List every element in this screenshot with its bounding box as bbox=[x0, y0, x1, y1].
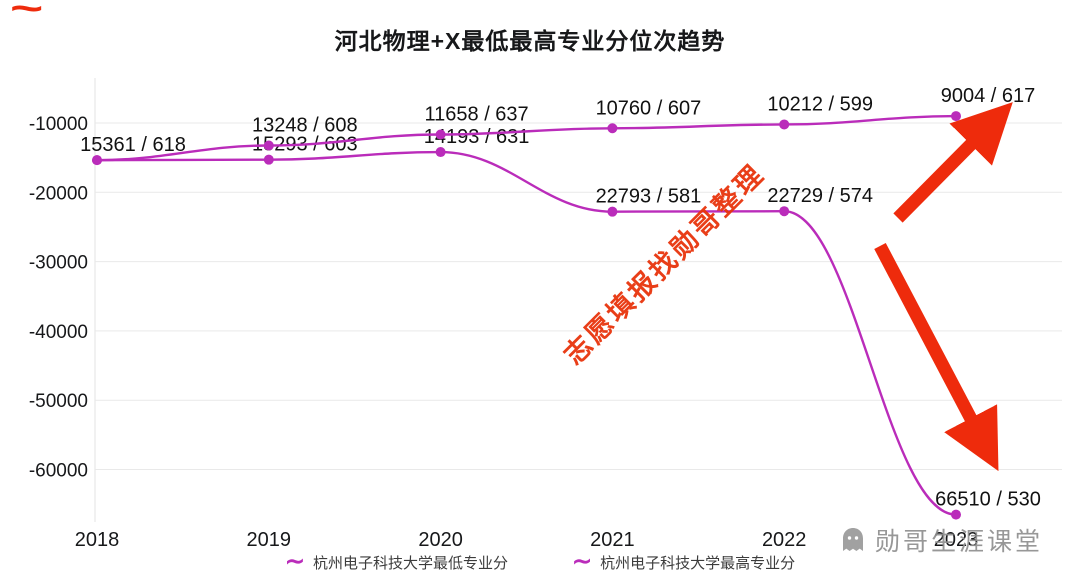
bottom-watermark-text: 勋哥生涯课堂 bbox=[875, 528, 1044, 556]
data-point bbox=[951, 111, 961, 122]
data-label: 15361 / 618 bbox=[80, 134, 186, 156]
bottom-right-watermark: 勋哥生涯课堂 bbox=[838, 522, 1043, 558]
trend-arrow bbox=[874, 242, 999, 472]
data-point bbox=[435, 129, 446, 140]
x-tick-label: 2023 bbox=[934, 529, 979, 551]
y-tick-label: -20000 bbox=[29, 183, 88, 204]
x-tick-label: 2019 bbox=[247, 529, 292, 551]
series-line bbox=[96, 114, 957, 162]
data-point bbox=[435, 147, 446, 158]
corner-squiggle-mark: ~ bbox=[10, 0, 44, 30]
data-label: 22793 / 581 bbox=[596, 186, 702, 208]
data-point bbox=[92, 155, 102, 166]
chart-legend: ∼ 杭州电子科技大学最低专业分 ∼ 杭州电子科技大学最高专业分 bbox=[0, 550, 1080, 574]
y-tick-label: -10000 bbox=[29, 114, 88, 135]
data-point bbox=[263, 154, 274, 165]
data-label: 10760 / 607 bbox=[596, 97, 702, 119]
data-point bbox=[607, 206, 618, 217]
brand-ghost-logo-icon bbox=[843, 528, 863, 551]
y-tick-label: -60000 bbox=[29, 461, 88, 482]
data-label: 66510 / 530 bbox=[935, 489, 1041, 511]
x-tick-label: 2018 bbox=[75, 529, 120, 551]
legend-label-max-score: 杭州电子科技大学最高专业分 bbox=[600, 554, 796, 572]
data-point bbox=[779, 119, 790, 130]
chart-title: 河北物理+X最低最高专业分位次趋势 bbox=[334, 28, 726, 54]
data-label: 11658 / 637 bbox=[425, 103, 529, 125]
y-tick-label: -30000 bbox=[29, 253, 88, 274]
y-tick-label: -40000 bbox=[29, 322, 88, 343]
data-point bbox=[607, 123, 618, 134]
data-point bbox=[951, 509, 961, 520]
legend-item-min-score: ∼ 杭州电子科技大学最低专业分 bbox=[285, 550, 508, 574]
data-label: 10212 / 599 bbox=[767, 93, 873, 115]
x-tick-label: 2020 bbox=[418, 529, 463, 551]
data-label: 9004 / 617 bbox=[941, 85, 1036, 107]
legend-line-symbol: ∼ bbox=[572, 548, 593, 575]
x-tick-label: 2021 bbox=[590, 529, 635, 551]
x-tick-label: 2022 bbox=[762, 529, 807, 551]
data-point bbox=[779, 206, 790, 217]
y-tick-label: -50000 bbox=[29, 391, 88, 412]
data-label: 22729 / 574 bbox=[767, 185, 873, 207]
legend-label-min-score: 杭州电子科技大学最低专业分 bbox=[312, 554, 508, 572]
trend-arrow bbox=[893, 102, 1013, 223]
data-point bbox=[263, 140, 274, 151]
legend-item-max-score: ∼ 杭州电子科技大学最高专业分 bbox=[572, 550, 795, 574]
data-label: 13248 / 608 bbox=[252, 115, 358, 137]
legend-line-symbol: ∼ bbox=[284, 548, 305, 575]
